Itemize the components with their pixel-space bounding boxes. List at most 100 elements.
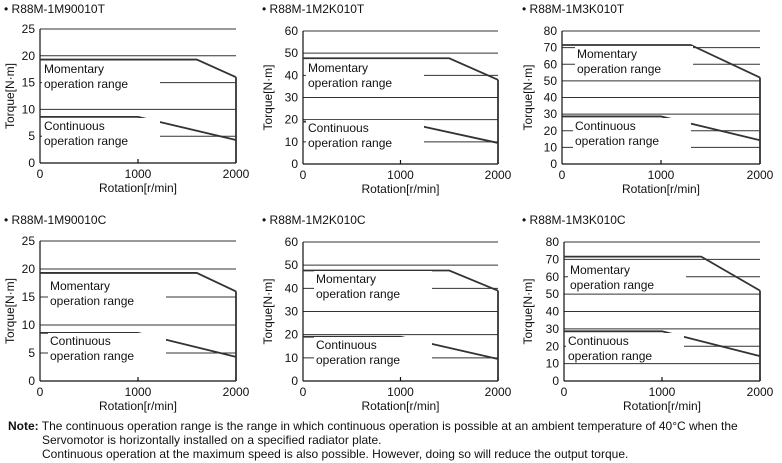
- momentary-label-bg: [314, 271, 432, 301]
- momentary-label-line: operation range: [50, 294, 134, 308]
- y-axis-title: Torque[N·m]: [521, 64, 535, 130]
- continuous-label-bg: [48, 333, 166, 363]
- x-tick-label: 2000: [747, 385, 774, 399]
- x-tick-label: 1000: [125, 385, 152, 399]
- chart-title: • R88M-1M90010C: [4, 213, 107, 227]
- momentary-curve: [303, 57, 499, 81]
- y-tick-label: 15: [22, 76, 36, 90]
- momentary-label-bg: [306, 60, 424, 90]
- y-tick-label: 10: [546, 357, 560, 371]
- momentary-label-line: Momentary: [577, 47, 637, 61]
- chart-title: • R88M-1M2K010C: [262, 213, 366, 227]
- momentary-label-line: Momentary: [50, 279, 110, 293]
- chart-title: • R88M-1M3K010C: [522, 213, 626, 227]
- y-tick-label: 15: [22, 290, 36, 304]
- y-axis-title: Torque[N·m]: [521, 278, 535, 344]
- torque-chart-5: • R88M-1M2K010C 0 10 20 30 40 50 60 0 1000 2000 Rot…: [261, 213, 512, 413]
- note-line-3: Continuous operation at the maximum spee…: [42, 447, 629, 461]
- x-tick-label: 2000: [485, 168, 512, 182]
- continuous-curve: [562, 115, 761, 142]
- continuous-label-line: Continuous: [568, 334, 629, 348]
- y-tick-label: 0: [291, 157, 298, 171]
- chart-title: • R88M-1M90010T: [4, 2, 106, 16]
- y-tick-label: 10: [22, 102, 36, 116]
- momentary-label-line: operation range: [44, 77, 128, 91]
- continuous-label-line: Continuous: [44, 119, 105, 133]
- momentary-label-bg: [568, 262, 686, 292]
- torque-chart-1: • R88M-1M90010T 0 5 10 15 20 25 0 1000 2000 Rotati…: [3, 2, 250, 195]
- y-tick-label: 20: [546, 339, 560, 353]
- x-tick-label: 1000: [649, 385, 676, 399]
- momentary-curve: [40, 58, 237, 79]
- continuous-label-line: operation range: [50, 349, 134, 363]
- continuous-label-bg: [566, 333, 684, 363]
- y-tick-label: 5: [28, 129, 35, 143]
- footnote: Note: The continuous operation range is …: [8, 419, 778, 461]
- y-tick-label: 50: [544, 74, 558, 88]
- y-tick-label: 60: [544, 57, 558, 71]
- x-tick-label: 0: [559, 168, 566, 182]
- y-tick-label: 10: [285, 135, 299, 149]
- note-line-2: Servomotor is horizontally installed on …: [42, 433, 382, 447]
- y-tick-label: 10: [285, 351, 299, 365]
- x-tick-label: 0: [300, 168, 307, 182]
- momentary-curve: [564, 255, 761, 292]
- continuous-curve: [303, 335, 499, 360]
- y-tick-label: 30: [285, 91, 299, 105]
- x-axis-title: Rotation[r/min]: [99, 181, 177, 195]
- continuous-label-line: Continuous: [308, 121, 369, 135]
- y-tick-label: 20: [22, 49, 36, 63]
- x-tick-label: 1000: [387, 168, 414, 182]
- continuous-curve: [564, 330, 761, 358]
- y-tick-label: 0: [291, 374, 298, 388]
- continuous-label-line: operation range: [568, 349, 652, 363]
- x-axis-title: Rotation[r/min]: [623, 399, 701, 413]
- x-tick-label: 0: [37, 385, 44, 399]
- y-axis-title: Torque[N·m]: [261, 64, 275, 130]
- y-tick-label: 25: [22, 234, 36, 248]
- y-tick-label: 50: [285, 46, 299, 60]
- torque-chart-2: • R88M-1M2K010T 0 10 20 30 40 50 60 0 1000 2000 Rot…: [261, 2, 512, 196]
- x-tick-label: 1000: [387, 385, 414, 399]
- continuous-label-bg: [573, 118, 691, 148]
- y-tick-label: 0: [550, 157, 557, 171]
- torque-chart-4: • R88M-1M90010C 0 5 10 15 20 25 0 1000 2000 Rotati…: [3, 213, 250, 413]
- y-tick-label: 0: [28, 374, 35, 388]
- chart-title: • R88M-1M2K010T: [262, 2, 365, 16]
- momentary-label-bg: [575, 46, 693, 76]
- x-tick-label: 2000: [223, 167, 250, 181]
- y-tick-label: 60: [285, 24, 299, 38]
- x-tick-label: 2000: [747, 168, 774, 182]
- continuous-label-line: operation range: [308, 136, 392, 150]
- momentary-label-line: Momentary: [44, 62, 104, 76]
- momentary-label-line: Momentary: [308, 61, 368, 75]
- note-line-1: The continuous operation range is the ra…: [41, 419, 738, 433]
- y-tick-label: 10: [22, 318, 36, 332]
- momentary-label-line: Momentary: [570, 263, 630, 277]
- momentary-curve: [562, 44, 761, 79]
- y-tick-label: 40: [285, 281, 299, 295]
- y-tick-label: 30: [285, 305, 299, 319]
- x-axis-title: Rotation[r/min]: [99, 399, 177, 413]
- y-tick-label: 20: [285, 328, 299, 342]
- momentary-label-line: operation range: [570, 278, 654, 292]
- y-tick-label: 40: [285, 68, 299, 82]
- momentary-label-line: operation range: [316, 287, 400, 301]
- continuous-label-line: Continuous: [50, 334, 111, 348]
- x-axis-title: Rotation[r/min]: [361, 399, 439, 413]
- note-label: Note:: [8, 419, 39, 433]
- y-tick-label: 40: [544, 91, 558, 105]
- continuous-label-bg: [306, 120, 424, 150]
- x-tick-label: 0: [37, 167, 44, 181]
- y-axis-title: Torque[N·m]: [261, 278, 275, 344]
- y-tick-label: 0: [552, 374, 559, 388]
- x-tick-label: 1000: [125, 167, 152, 181]
- y-axis-title: Torque[N·m]: [3, 63, 17, 129]
- x-axis-title: Rotation[r/min]: [361, 182, 439, 196]
- x-tick-label: 0: [561, 385, 568, 399]
- momentary-curve: [40, 272, 237, 293]
- continuous-curve: [40, 116, 237, 141]
- y-tick-label: 40: [546, 305, 560, 319]
- y-tick-label: 80: [544, 24, 558, 38]
